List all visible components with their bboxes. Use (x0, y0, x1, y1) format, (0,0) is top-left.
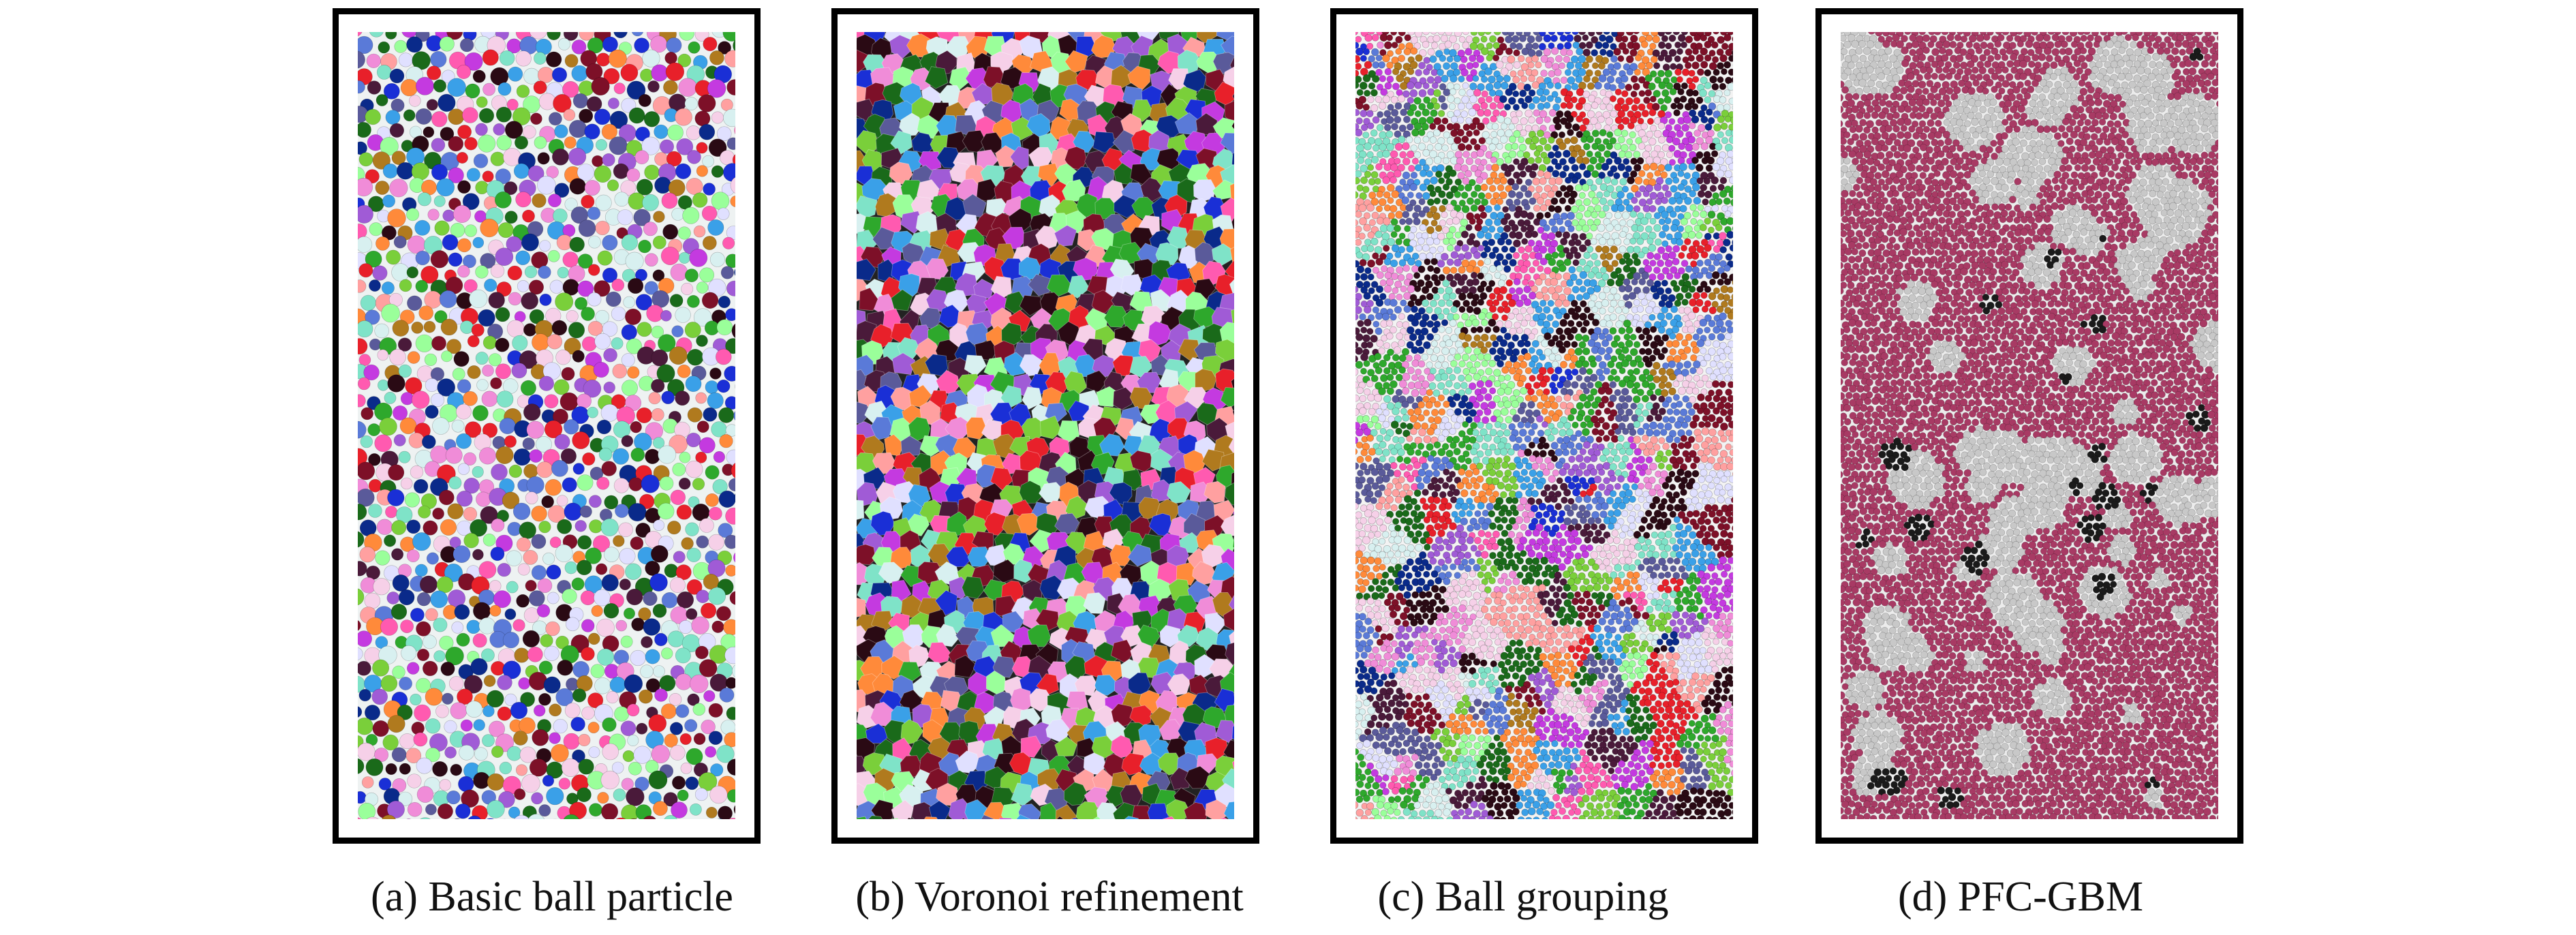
caption-d: (d) PFC-GBM (1897, 874, 2143, 920)
caption-b: (b) Voronoi refinement (855, 874, 1244, 920)
panel-c (1330, 8, 1758, 844)
pfc-gbm-image (1841, 32, 2218, 819)
voronoi-image (857, 32, 1234, 819)
panel-a-image (358, 32, 735, 819)
panel-b (831, 8, 1259, 844)
panel-d (1815, 8, 2243, 844)
caption-c: (c) Ball grouping (1377, 874, 1669, 920)
ball-grouping-image (1355, 32, 1733, 819)
panel-c-image (1355, 32, 1733, 819)
panel-a (333, 8, 761, 844)
caption-a: (a) Basic ball particle (371, 874, 733, 920)
panel-b-image (857, 32, 1234, 819)
panel-d-image (1841, 32, 2218, 819)
ball-particle-image (358, 32, 735, 819)
